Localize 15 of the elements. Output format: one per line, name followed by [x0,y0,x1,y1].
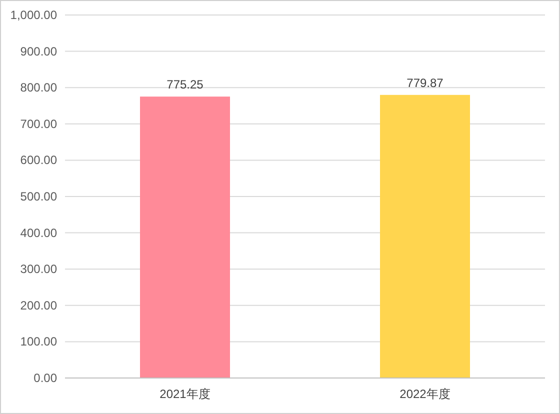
data-label: 779.87 [406,76,444,90]
y-tick-label: 700.00 [20,116,58,131]
y-tick-label: 400.00 [20,226,58,240]
y-tick-label: 1,000.00 [10,8,58,22]
data-label: 775.25 [166,78,204,92]
y-tick-label: 100.00 [20,334,58,349]
x-tick-label: 2021年度 [160,387,210,401]
x-tick-label: 2022年度 [400,387,450,401]
y-tick-label: 0.00 [34,371,58,385]
y-tick-label: 200.00 [20,298,58,312]
y-tick-label: 300.00 [20,262,58,276]
y-tick-label: 900.00 [20,44,58,58]
y-tick-label: 600.00 [20,153,58,168]
y-tick-label: 800.00 [20,80,58,95]
y-tick-label: 500.00 [20,190,58,204]
